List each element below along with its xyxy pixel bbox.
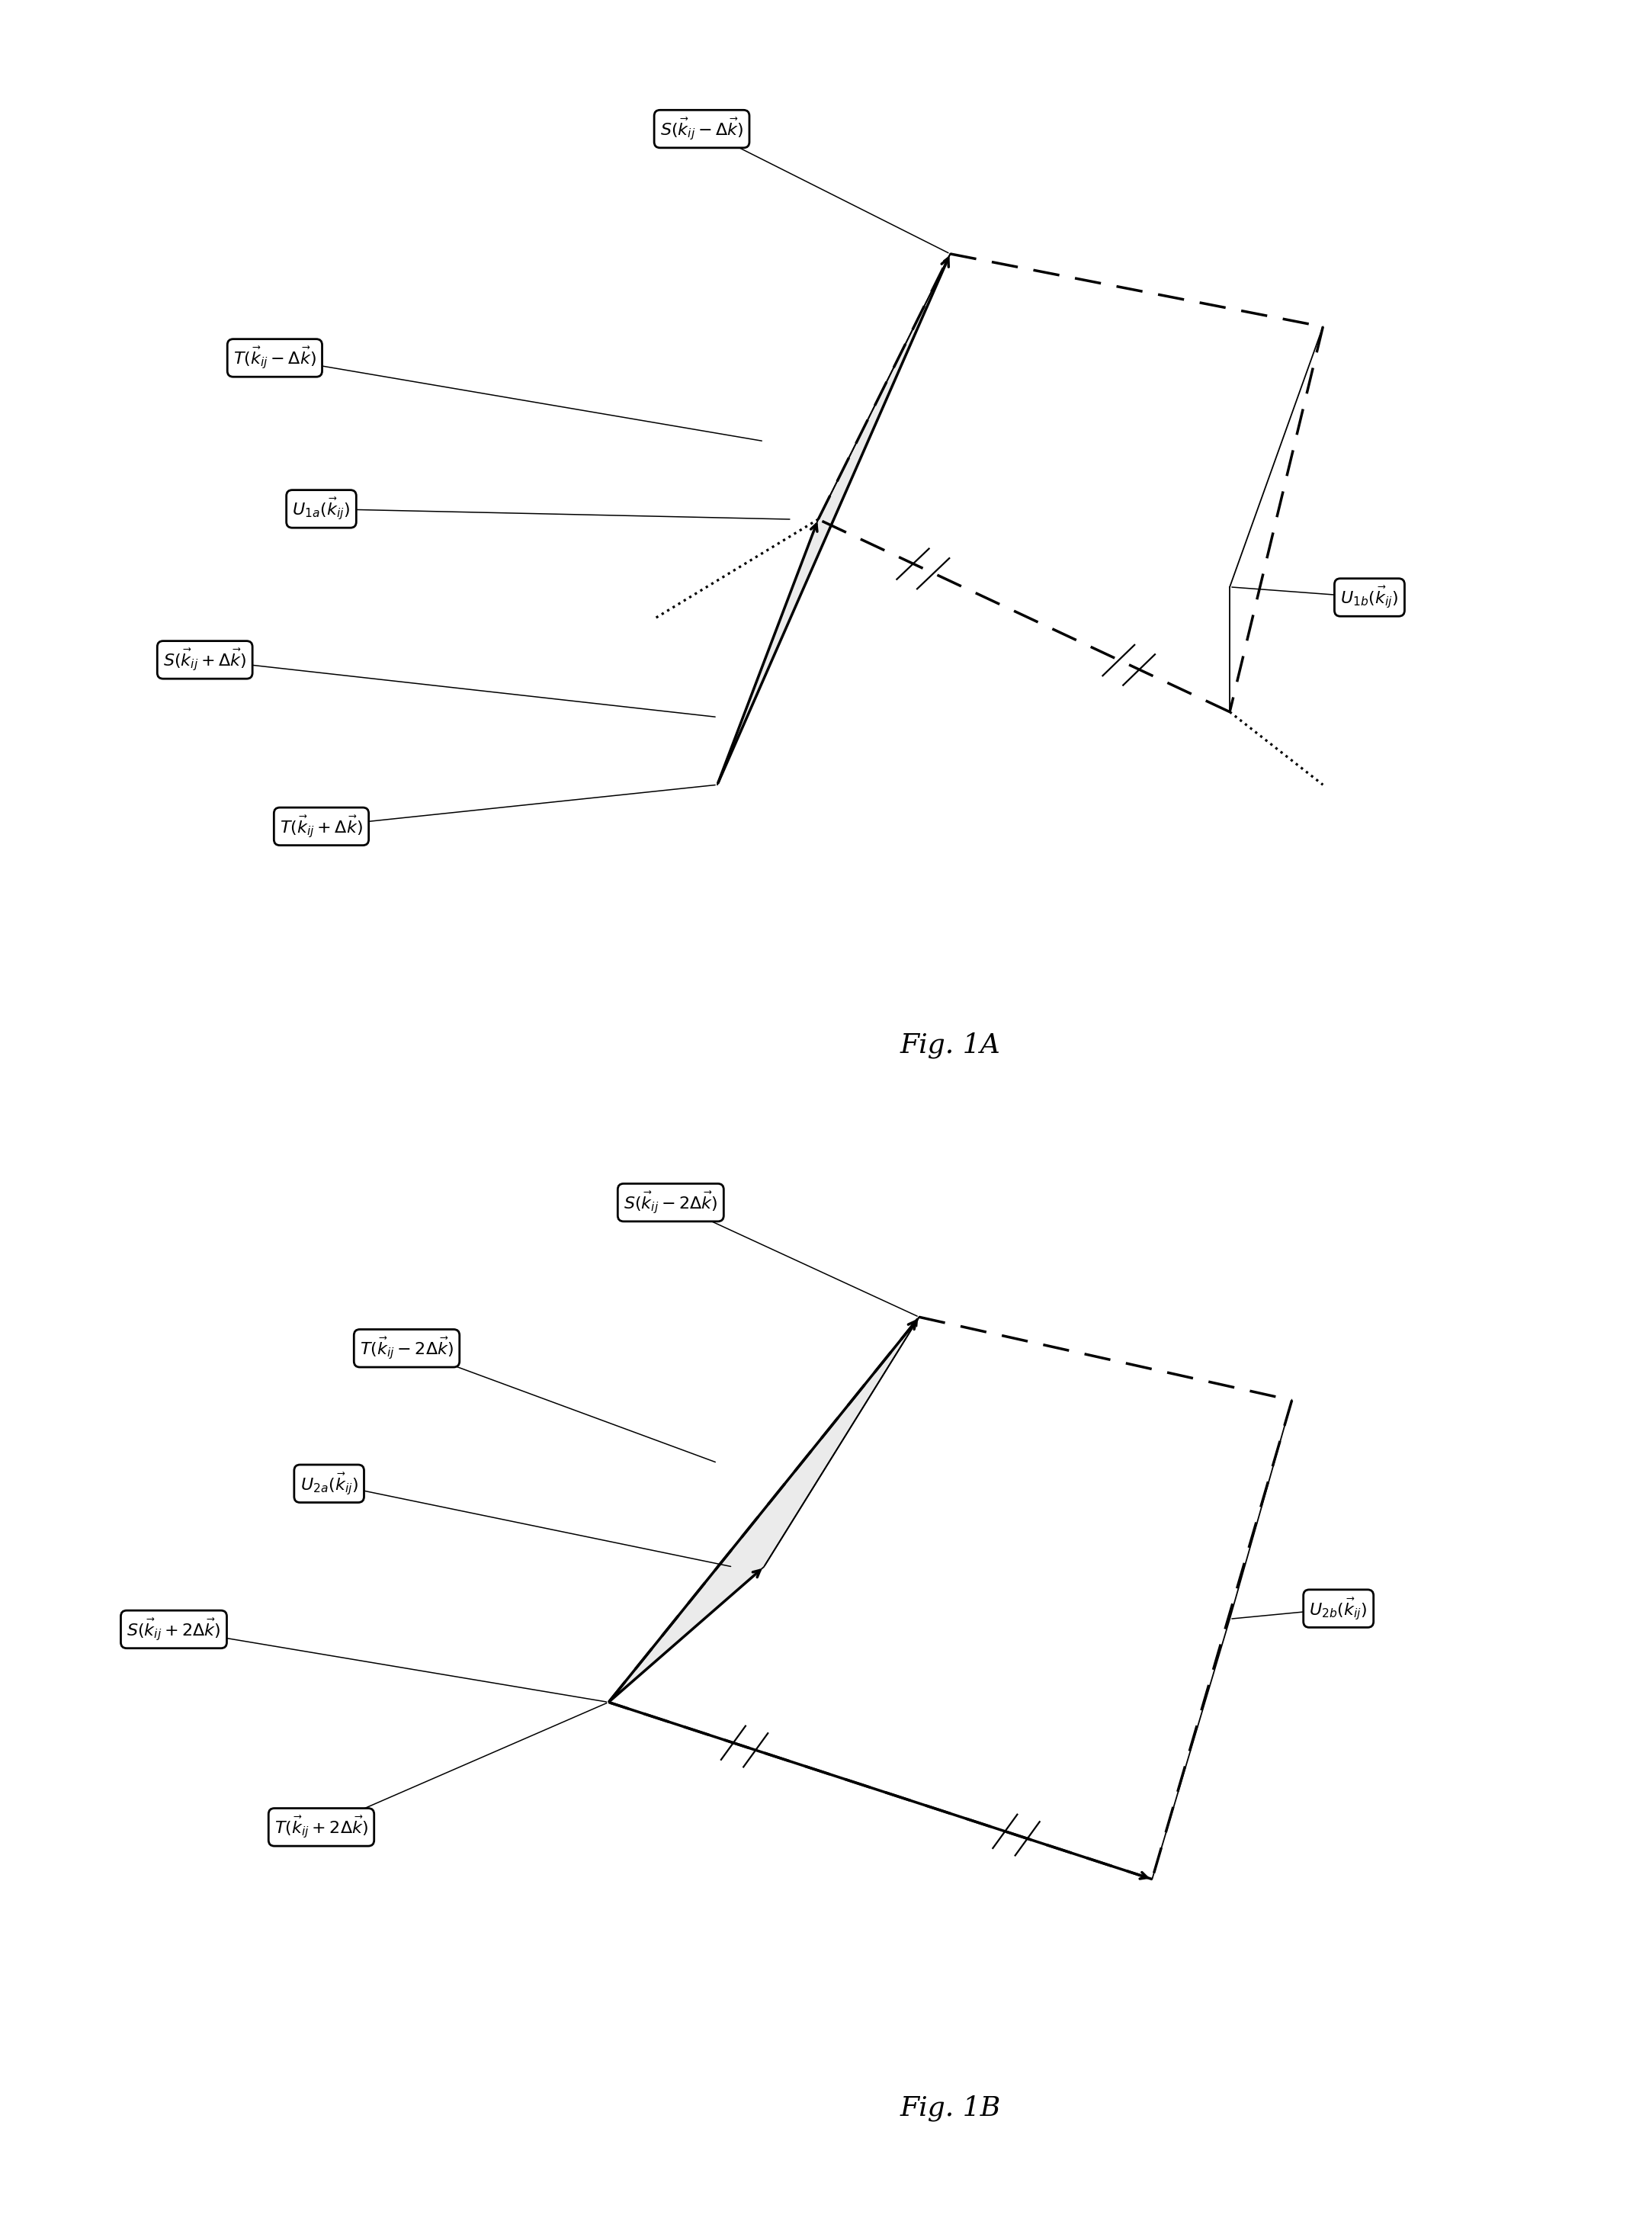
Text: $S(\vec{k}_{ij} - 2\Delta\vec{k})$: $S(\vec{k}_{ij} - 2\Delta\vec{k})$ — [624, 1189, 717, 1216]
Text: $S(\vec{k}_{ij} + 2\Delta\vec{k})$: $S(\vec{k}_{ij} + 2\Delta\vec{k})$ — [127, 1617, 221, 1641]
Text: $U_{2b}(\vec{k}_{ij})$: $U_{2b}(\vec{k}_{ij})$ — [1310, 1595, 1368, 1621]
Text: $S(\vec{k}_{ij} + \Delta\vec{k})$: $S(\vec{k}_{ij} + \Delta\vec{k})$ — [164, 647, 246, 673]
Text: $T(\vec{k}_{ij} + \Delta\vec{k})$: $T(\vec{k}_{ij} + \Delta\vec{k})$ — [279, 813, 363, 839]
Text: $S(\vec{k}_{ij} - \Delta\vec{k})$: $S(\vec{k}_{ij} - \Delta\vec{k})$ — [661, 115, 743, 142]
Text: $U_{2a}(\vec{k}_{ij})$: $U_{2a}(\vec{k}_{ij})$ — [301, 1471, 358, 1497]
Text: $T(\vec{k}_{ij} + 2\Delta\vec{k})$: $T(\vec{k}_{ij} + 2\Delta\vec{k})$ — [274, 1814, 368, 1841]
Text: $T(\vec{k}_{ij} - 2\Delta\vec{k})$: $T(\vec{k}_{ij} - 2\Delta\vec{k})$ — [360, 1336, 454, 1362]
Text: $U_{1a}(\vec{k}_{ij})$: $U_{1a}(\vec{k}_{ij})$ — [292, 496, 350, 523]
Text: $T(\vec{k}_{ij} - \Delta\vec{k})$: $T(\vec{k}_{ij} - \Delta\vec{k})$ — [233, 346, 316, 370]
Polygon shape — [717, 255, 950, 784]
Text: Fig. 1B: Fig. 1B — [900, 2095, 1001, 2122]
Text: $U_{1b}(\vec{k}_{ij})$: $U_{1b}(\vec{k}_{ij})$ — [1340, 585, 1399, 611]
Polygon shape — [608, 1318, 919, 1701]
Text: Fig. 1A: Fig. 1A — [900, 1032, 1001, 1059]
